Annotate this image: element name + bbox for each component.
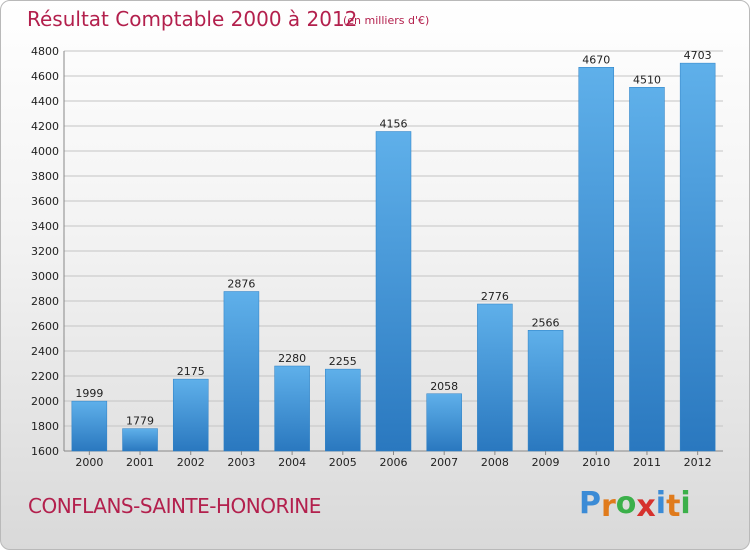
- x-tick-label: 2002: [177, 456, 205, 469]
- y-tick-label: 2600: [31, 320, 59, 333]
- bar-value-label: 4156: [380, 118, 408, 131]
- y-tick-label: 3800: [31, 170, 59, 183]
- x-tick-label: 2007: [430, 456, 458, 469]
- bar-value-label: 2776: [481, 290, 509, 303]
- y-tick-label: 3600: [31, 195, 59, 208]
- bar: [477, 303, 513, 452]
- y-tick-label: 2400: [31, 345, 59, 358]
- x-tick-label: 2003: [227, 456, 255, 469]
- logo-letter: o: [615, 486, 637, 521]
- bar: [325, 368, 361, 452]
- bar-value-label: 2255: [329, 355, 357, 368]
- y-tick-label: 3200: [31, 245, 59, 258]
- bar: [274, 365, 310, 452]
- bar-value-label: 2175: [177, 365, 205, 378]
- y-tick-label: 1600: [31, 445, 59, 458]
- bar-value-label: 2566: [532, 316, 560, 329]
- bar-value-label: 2280: [278, 352, 306, 365]
- x-tick-label: 2008: [481, 456, 509, 469]
- bar-value-label: 4670: [582, 53, 610, 66]
- bar: [122, 428, 158, 452]
- bar: [172, 378, 209, 452]
- logo-letter: t: [666, 489, 681, 524]
- y-tick-label: 1800: [31, 420, 59, 433]
- x-tick-label: 2010: [582, 456, 610, 469]
- chart-subtitle: (en milliers d'€): [343, 14, 430, 27]
- y-tick-label: 3000: [31, 270, 59, 283]
- x-tick-label: 2006: [380, 456, 408, 469]
- bar-value-label: 1779: [126, 415, 154, 428]
- bar: [629, 87, 665, 452]
- logo-letter: i: [680, 486, 691, 521]
- logo-letter: r: [601, 489, 616, 524]
- x-tick-label: 2005: [329, 456, 357, 469]
- x-tick-label: 2011: [633, 456, 661, 469]
- bar: [375, 131, 412, 452]
- city-name: CONFLANS-SAINTE-HONORINE: [28, 494, 321, 518]
- y-tick-label: 3400: [31, 220, 59, 233]
- bar-value-label: 4510: [633, 73, 661, 86]
- x-tick-label: 2009: [532, 456, 560, 469]
- proxiti-logo: Proxiti: [579, 486, 691, 524]
- y-tick-label: 4000: [31, 145, 59, 158]
- bar: [426, 393, 462, 452]
- bar: [223, 291, 260, 452]
- bar: [578, 67, 615, 452]
- y-tick-label: 4400: [31, 95, 59, 108]
- y-tick-label: 2800: [31, 295, 59, 308]
- x-tick-label: 2001: [126, 456, 154, 469]
- logo-letter: x: [636, 489, 656, 524]
- y-tick-label: 4800: [31, 45, 59, 58]
- x-tick-label: 2000: [75, 456, 103, 469]
- x-tick-label: 2012: [684, 456, 712, 469]
- bar: [679, 62, 716, 452]
- bar-value-label: 4703: [684, 49, 712, 62]
- logo-letter: i: [655, 486, 667, 521]
- y-tick-label: 2000: [31, 395, 59, 408]
- bar: [527, 330, 564, 452]
- bar-value-label: 2058: [430, 380, 458, 393]
- x-tick-label: 2004: [278, 456, 306, 469]
- bar: [71, 400, 108, 452]
- bar-value-label: 2876: [227, 278, 255, 291]
- y-tick-label: 4200: [31, 120, 59, 133]
- logo-letter: P: [579, 486, 601, 521]
- y-tick-label: 4600: [31, 70, 59, 83]
- bar-value-label: 1999: [75, 387, 103, 400]
- chart-title: Résultat Comptable 2000 à 2012: [27, 7, 358, 31]
- y-tick-label: 2200: [31, 370, 59, 383]
